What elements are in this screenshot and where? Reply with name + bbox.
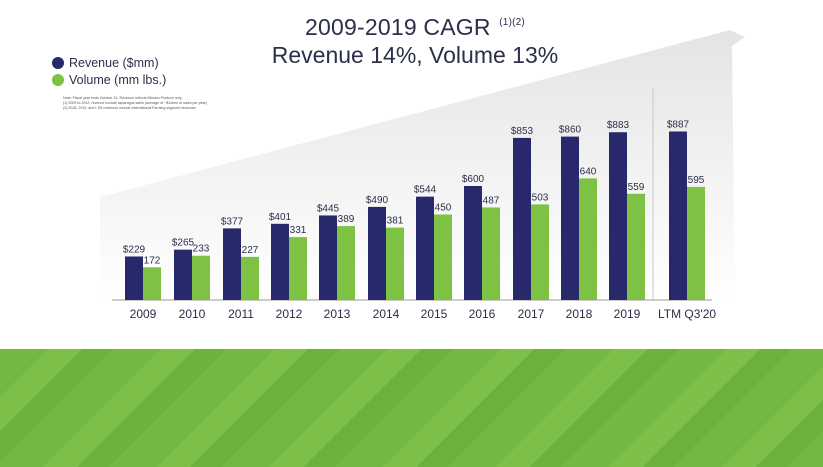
x-tick-2013: 2013	[324, 307, 351, 321]
revenue-bar-2014	[368, 206, 386, 300]
volume-label-2013: 389	[338, 214, 355, 225]
title-growth-rates: Revenue 14%, Volume 13%	[271, 42, 559, 68]
legend-item-volume: Volume (mm lbs.)	[52, 71, 166, 88]
revenue-bar-2009	[125, 256, 143, 300]
x-tick-2009: 2009	[130, 307, 157, 321]
volume-bar-2015	[434, 214, 452, 300]
volume-label-2009: 172	[144, 255, 161, 266]
revenue-label-LTMQ320: $887	[667, 119, 690, 130]
x-tick-2016: 2016	[469, 307, 496, 321]
volume-bar-2013	[337, 226, 355, 300]
revenue-bar-2010	[174, 249, 192, 300]
x-tick-2011: 2011	[228, 307, 254, 321]
x-tick-2018: 2018	[566, 307, 593, 321]
revenue-label-2012: $401	[269, 212, 292, 223]
x-tick-2015: 2015	[421, 307, 448, 321]
volume-label-2012: 331	[290, 225, 307, 236]
x-tick-2012: 2012	[276, 307, 303, 321]
revenue-bar-2015	[416, 196, 434, 300]
revenue-swatch	[52, 56, 64, 69]
revenue-label-2013: $445	[317, 203, 340, 214]
volume-bar-2018	[579, 178, 597, 300]
volume-bar-2009	[143, 267, 161, 300]
volume-label-2010: 233	[193, 244, 210, 255]
volume-label-2011: 227	[242, 245, 259, 256]
volume-bar-2017	[531, 204, 549, 300]
legend-label-revenue: Revenue ($mm)	[69, 55, 159, 70]
revenue-label-2019: $883	[607, 120, 630, 131]
revenue-label-2014: $490	[366, 195, 389, 206]
title-footnote-marks: (1)(2)	[499, 17, 525, 28]
revenue-label-2015: $544	[414, 185, 437, 196]
volume-bar-LTMQ320	[687, 186, 705, 300]
volume-label-LTMQ320: 595	[688, 175, 705, 186]
legend-label-volume: Volume (mm lbs.)	[69, 72, 167, 87]
revenue-label-2016: $600	[462, 174, 485, 185]
revenue-bar-2012	[271, 223, 289, 300]
revenue-label-2017: $853	[511, 126, 534, 137]
x-tick-LTMQ320: LTM Q3'20	[658, 307, 716, 321]
volume-label-2014: 381	[387, 216, 404, 227]
revenue-bar-2017	[513, 137, 531, 300]
revenue-label-2009: $229	[123, 244, 146, 255]
footnote-1: Note: Fiscal year ends October 31. Reven…	[63, 96, 183, 100]
footnotes: Note: Fiscal year ends October 31. Reven…	[63, 96, 283, 112]
volume-label-2016: 487	[483, 195, 500, 206]
footnote-2: (1) 2009 to 2012, revenue include aspara…	[63, 101, 207, 106]
volume-bar-2011	[241, 256, 259, 300]
x-tick-2014: 2014	[373, 307, 400, 321]
title-cagr: 2009-2019 CAGR	[305, 14, 491, 40]
x-tick-2017: 2017	[518, 307, 545, 321]
volume-bar-2014	[386, 227, 404, 300]
volume-bar-2019	[627, 193, 645, 300]
x-tick-2019: 2019	[614, 307, 641, 321]
legend-item-revenue: Revenue ($mm)	[52, 54, 166, 71]
volume-label-2018: 640	[580, 166, 597, 177]
revenue-label-2011: $377	[221, 216, 244, 227]
revenue-label-2010: $265	[172, 238, 195, 249]
green-background-band	[0, 349, 823, 467]
volume-label-2017: 503	[532, 192, 549, 203]
volume-bar-2016	[482, 207, 500, 300]
legend: Revenue ($mm) Volume (mm lbs.)	[52, 54, 166, 88]
x-tick-2010: 2010	[179, 307, 206, 321]
volume-swatch	[52, 73, 64, 86]
volume-label-2019: 559	[628, 182, 645, 193]
revenue-bar-LTMQ320	[669, 131, 687, 300]
footnote-3: (2) 2018, 2019, and LTM revenues include…	[63, 106, 196, 111]
revenue-bar-2018	[561, 136, 579, 300]
chart-title: 2009-2019 CAGR (1)(2) Revenue 14%, Volum…	[230, 14, 600, 69]
volume-bar-2012	[289, 237, 307, 300]
volume-label-2015: 450	[435, 203, 452, 214]
volume-bar-2010	[192, 255, 210, 300]
revenue-bar-2019	[609, 132, 627, 300]
revenue-bar-2011	[223, 228, 241, 300]
revenue-bar-2013	[319, 215, 337, 300]
revenue-label-2018: $860	[559, 125, 582, 136]
revenue-bar-2016	[464, 186, 482, 300]
